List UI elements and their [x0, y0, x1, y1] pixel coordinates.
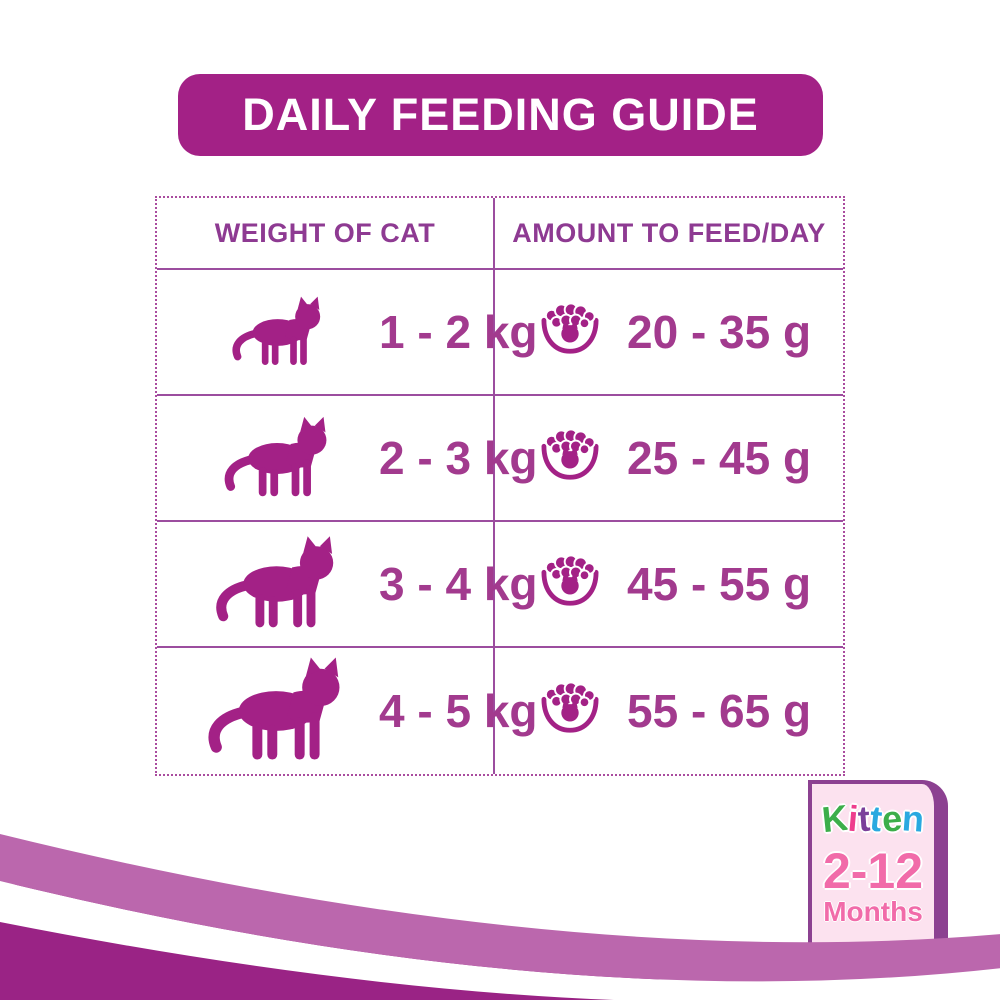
weight-value: 2 - 3 kg: [379, 432, 538, 484]
amount-value: 25 - 45 g: [627, 432, 812, 484]
page-title: DAILY FEEDING GUIDE: [242, 89, 759, 140]
kibble-bowl-icon: [539, 554, 601, 615]
amount-value: 20 - 35 g: [627, 306, 812, 358]
age-unit: Months: [823, 896, 923, 927]
column-header-amount: AMOUNT TO FEED/DAY: [495, 198, 843, 270]
title-banner: DAILY FEEDING GUIDE: [178, 74, 823, 156]
column-header-amount-label: AMOUNT TO FEED/DAY: [512, 217, 826, 248]
weight-value: 4 - 5 kg: [379, 685, 538, 737]
kibble-bowl-icon: [539, 428, 601, 489]
feeding-table: WEIGHT OF CAT AMOUNT TO FEED/DAY 1 - 2 k…: [155, 196, 845, 776]
table-row-2-weight-cell: 2 - 3 kg: [157, 396, 538, 522]
table-row-3-weight-cell: 3 - 4 kg: [157, 522, 538, 648]
table-row-2-amount-cell: 25 - 45 g: [495, 396, 843, 522]
cat-silhouette-icon: [197, 295, 365, 370]
table-row-1-weight-cell: 1 - 2 kg: [157, 270, 538, 396]
amount-value: 55 - 65 g: [627, 685, 812, 737]
table-row-4-amount-cell: 55 - 65 g: [495, 648, 843, 774]
table-row-1-amount-cell: 20 - 35 g: [495, 270, 843, 396]
product-letter: n: [900, 797, 926, 840]
table-row-3-amount-cell: 45 - 55 g: [495, 522, 843, 648]
kitten-age-badge: Kitten 2-12 Months: [808, 780, 948, 952]
weight-value: 3 - 4 kg: [379, 558, 538, 610]
product-name: Kitten: [820, 797, 926, 840]
table-row-4-weight-cell: 4 - 5 kg: [157, 648, 538, 774]
cat-silhouette-icon: [197, 415, 365, 502]
column-header-weight-label: WEIGHT OF CAT: [214, 217, 436, 248]
age-range: 2-12: [822, 843, 924, 899]
amount-value: 45 - 55 g: [627, 558, 812, 610]
kibble-bowl-icon: [539, 302, 601, 363]
kibble-bowl-icon: [539, 681, 601, 742]
weight-value: 1 - 2 kg: [379, 306, 538, 358]
cat-silhouette-icon: [197, 534, 365, 634]
column-header-weight: WEIGHT OF CAT: [157, 198, 495, 270]
cat-silhouette-icon: [197, 655, 365, 767]
